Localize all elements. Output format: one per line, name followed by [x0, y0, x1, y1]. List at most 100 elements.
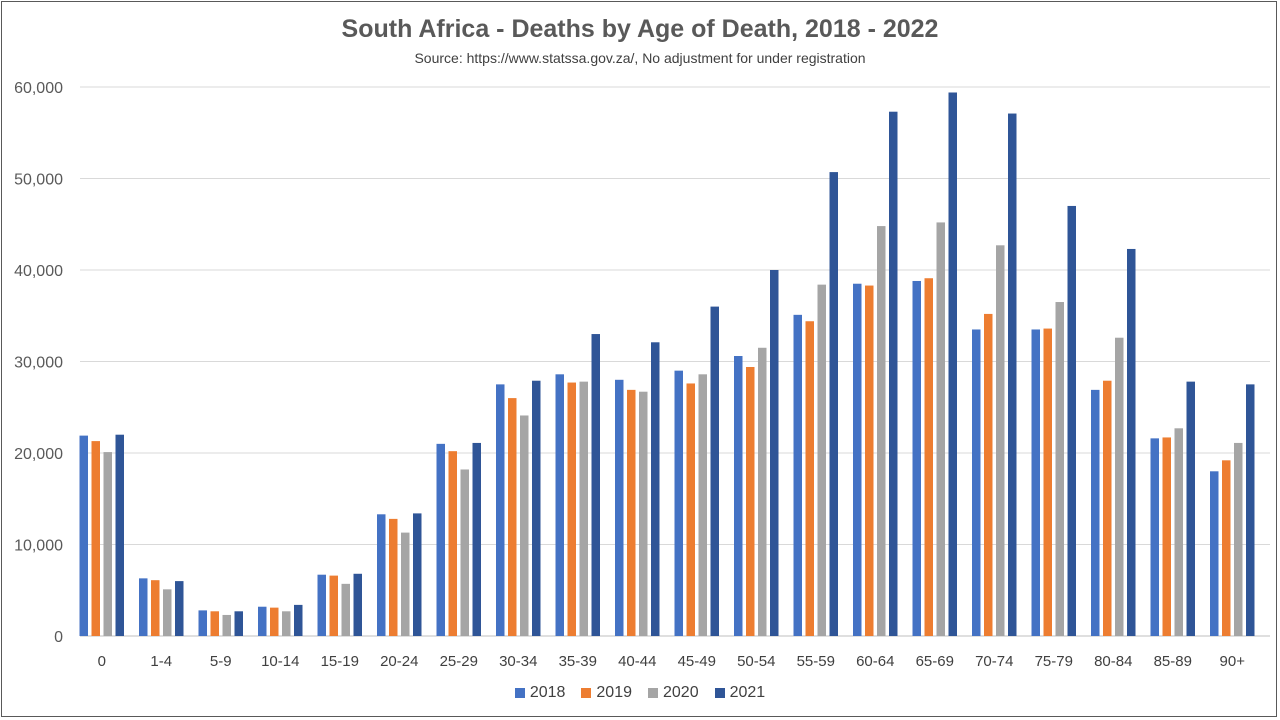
bar-2018-65-69 [912, 280, 921, 636]
bar-2018-35-39 [555, 374, 564, 636]
bar-2021-40-44 [651, 342, 660, 636]
bar-2020-1-4 [163, 589, 172, 636]
legend-item-2019: 2019 [581, 684, 632, 702]
bar-2019-60-64 [865, 285, 874, 636]
bar-2020-10-14 [282, 611, 291, 636]
x-tick-label: 60-64 [856, 653, 894, 670]
bar-2021-70-74 [1008, 113, 1017, 636]
x-tick-label: 85-89 [1154, 653, 1192, 670]
y-tick-label: 30,000 [14, 355, 63, 372]
bar-2021-20-24 [413, 513, 422, 636]
bar-2019-45-49 [686, 383, 695, 636]
bar-2018-15-19 [317, 574, 326, 636]
x-tick-label: 10-14 [261, 653, 299, 670]
bar-2020-80-84 [1115, 337, 1124, 636]
bar-2021-50-54 [770, 270, 779, 636]
bar-2020-35-39 [579, 381, 588, 636]
x-tick-label: 35-39 [559, 653, 597, 670]
bar-2021-75-79 [1067, 205, 1076, 636]
bar-2020-20-24 [401, 532, 410, 636]
bar-2020-50-54 [758, 347, 767, 636]
bar-2019-85-89 [1162, 437, 1171, 636]
legend-label: 2019 [596, 684, 632, 701]
bar-2019-5-9 [210, 611, 219, 636]
chart-title: South Africa - Deaths by Age of Death, 2… [341, 15, 939, 43]
bar-2020-30-34 [520, 415, 529, 636]
x-tick-label: 70-74 [975, 653, 1013, 670]
bar-2019-75-79 [1043, 328, 1052, 636]
bar-2019-40-44 [627, 389, 636, 636]
bar-2020-85-89 [1174, 428, 1183, 636]
x-tick-label: 40-44 [618, 653, 656, 670]
bar-2021-15-19 [353, 573, 362, 636]
bar-2020-45-49 [698, 374, 707, 636]
y-tick-label: 50,000 [14, 172, 63, 189]
bar-2018-90+ [1210, 471, 1219, 636]
bar-2020-0 [103, 452, 112, 636]
bar-2018-0 [79, 435, 88, 636]
bar-2020-40-44 [639, 391, 648, 636]
legend-item-2020: 2020 [648, 684, 699, 702]
bar-2021-30-34 [532, 380, 541, 636]
bar-2018-30-34 [496, 384, 505, 636]
y-tick-label: 10,000 [14, 538, 63, 555]
bar-2018-45-49 [674, 370, 683, 636]
x-tick-label: 65-69 [916, 653, 954, 670]
bar-2020-90+ [1234, 442, 1243, 636]
bar-2021-65-69 [948, 92, 957, 637]
bar-2018-40-44 [615, 379, 624, 636]
bar-2020-70-74 [996, 245, 1005, 637]
bar-2019-55-59 [805, 321, 814, 636]
legend-item-2018: 2018 [514, 684, 566, 702]
bar-2020-75-79 [1055, 302, 1064, 636]
bar-2019-30-34 [508, 398, 517, 636]
bar-2021-5-9 [234, 611, 243, 636]
y-tick-label: 0 [54, 629, 63, 646]
bar-2021-45-49 [710, 306, 719, 636]
bar-2020-5-9 [222, 614, 231, 636]
x-tick-label: 90+ [1220, 653, 1246, 670]
x-tick-label: 30-34 [499, 653, 537, 670]
bar-2020-60-64 [877, 226, 886, 636]
y-tick-label: 60,000 [14, 80, 63, 97]
legend-label: 2018 [529, 684, 566, 701]
bar-2021-85-89 [1186, 381, 1195, 636]
bar-2019-80-84 [1103, 380, 1112, 636]
x-tick-label: 5-9 [210, 653, 232, 670]
bar-2018-55-59 [793, 314, 802, 636]
bar-2018-75-79 [1031, 329, 1040, 636]
bar-2021-80-84 [1127, 248, 1136, 636]
legend-swatch [581, 688, 592, 698]
x-tick-label: 25-29 [440, 653, 478, 670]
x-tick-label: 55-59 [797, 653, 835, 670]
legend-swatch [514, 688, 525, 698]
bar-2021-55-59 [829, 172, 838, 636]
bar-2021-10-14 [294, 604, 303, 636]
bar-2019-1-4 [151, 580, 160, 636]
bar-2019-20-24 [389, 518, 398, 636]
x-tick-label: 15-19 [321, 653, 359, 670]
bar-2021-60-64 [889, 111, 898, 636]
bar-2018-70-74 [972, 329, 981, 636]
chart-subtitle: Source: https://www.statssa.gov.za/, No … [414, 50, 866, 66]
legend-swatch [648, 688, 658, 698]
legend-label: 2021 [729, 684, 766, 701]
bar-2018-60-64 [853, 283, 862, 636]
y-tick-label: 20,000 [14, 446, 63, 463]
bar-2019-50-54 [746, 366, 755, 636]
bar-2018-10-14 [258, 606, 267, 636]
bar-2019-70-74 [984, 313, 993, 636]
bar-2019-65-69 [924, 278, 933, 636]
bar-2019-35-39 [567, 382, 576, 636]
x-tick-label: 20-24 [380, 653, 418, 670]
bar-2018-5-9 [198, 610, 207, 636]
bar-2021-0 [115, 434, 124, 636]
bar-2020-65-69 [936, 222, 945, 637]
legend-label: 2020 [663, 684, 699, 701]
x-tick-label: 0 [98, 653, 106, 670]
bar-2019-25-29 [448, 451, 457, 636]
bar-2019-90+ [1222, 460, 1231, 636]
bar-2021-35-39 [591, 334, 600, 636]
bar-2018-50-54 [734, 356, 743, 636]
